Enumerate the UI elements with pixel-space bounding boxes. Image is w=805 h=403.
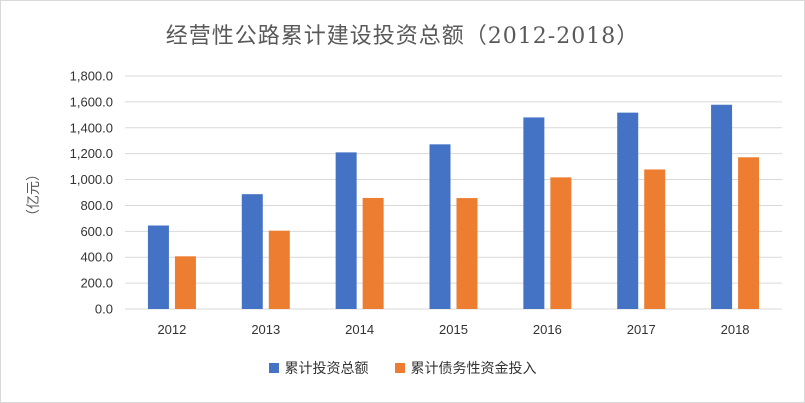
bar-total-investment-2017: [617, 112, 639, 309]
bar-debt-funding-2016: [550, 177, 572, 309]
y-tick-label: 1,800.0: [70, 69, 113, 84]
x-tick-label: 2017: [627, 322, 656, 337]
legend-swatch-orange: [394, 363, 405, 373]
bar-debt-funding-2017: [644, 169, 666, 309]
y-tick-label: 1,000.0: [70, 172, 113, 187]
y-axis-ticks: 0.0 200.0 400.0 600.0 800.0 1,000.0 1,200.0 1,4…: [70, 69, 113, 317]
bar-total-investment-2012: [147, 225, 169, 309]
chart-title: 经营性公路累计建设投资总额（2012-2018）: [165, 24, 640, 49]
y-tick-label: 0.0: [95, 302, 113, 317]
bar-total-investment-2018: [711, 104, 733, 309]
bar-debt-funding-2018: [738, 157, 760, 309]
legend-item-total-investment: 累计投资总额: [268, 358, 369, 378]
bar-debt-funding-2012: [174, 256, 196, 309]
x-tick-label: 2018: [721, 322, 750, 337]
x-tick-label: 2014: [345, 322, 374, 337]
y-tick-label: 1,400.0: [70, 120, 113, 135]
bar-total-investment-2014: [335, 152, 357, 309]
legend: 累计投资总额 累计债务性资金投入: [0, 358, 805, 378]
x-tick-label: 2015: [439, 322, 468, 337]
y-tick-label: 1,200.0: [70, 146, 113, 161]
bar-total-investment-2015: [429, 144, 451, 309]
bar-debt-funding-2014: [362, 197, 384, 309]
legend-label: 累计债务性资金投入: [410, 361, 537, 377]
legend-item-debt-funding: 累计债务性资金投入: [394, 358, 537, 378]
bars: [147, 104, 760, 309]
bar-debt-funding-2013: [268, 230, 290, 309]
bar-total-investment-2016: [523, 117, 545, 309]
legend-swatch-blue: [268, 363, 279, 373]
x-tick-label: 2013: [251, 322, 280, 337]
x-tick-label: 2012: [157, 322, 186, 337]
y-tick-label: 800.0: [80, 198, 113, 213]
y-tick-label: 1,600.0: [70, 94, 113, 109]
y-tick-label: 400.0: [80, 250, 113, 265]
x-axis-ticks: 2012 2013 2014 2015 2016 2017 2018: [157, 322, 749, 337]
y-tick-label: 200.0: [80, 276, 113, 291]
y-axis-label: （亿元）: [26, 167, 42, 223]
x-tick-label: 2016: [533, 322, 562, 337]
gridlines: [125, 75, 782, 310]
legend-label: 累计投资总额: [284, 361, 369, 377]
bar-debt-funding-2015: [456, 198, 478, 309]
bar-total-investment-2013: [241, 194, 263, 309]
y-tick-label: 600.0: [80, 224, 113, 239]
